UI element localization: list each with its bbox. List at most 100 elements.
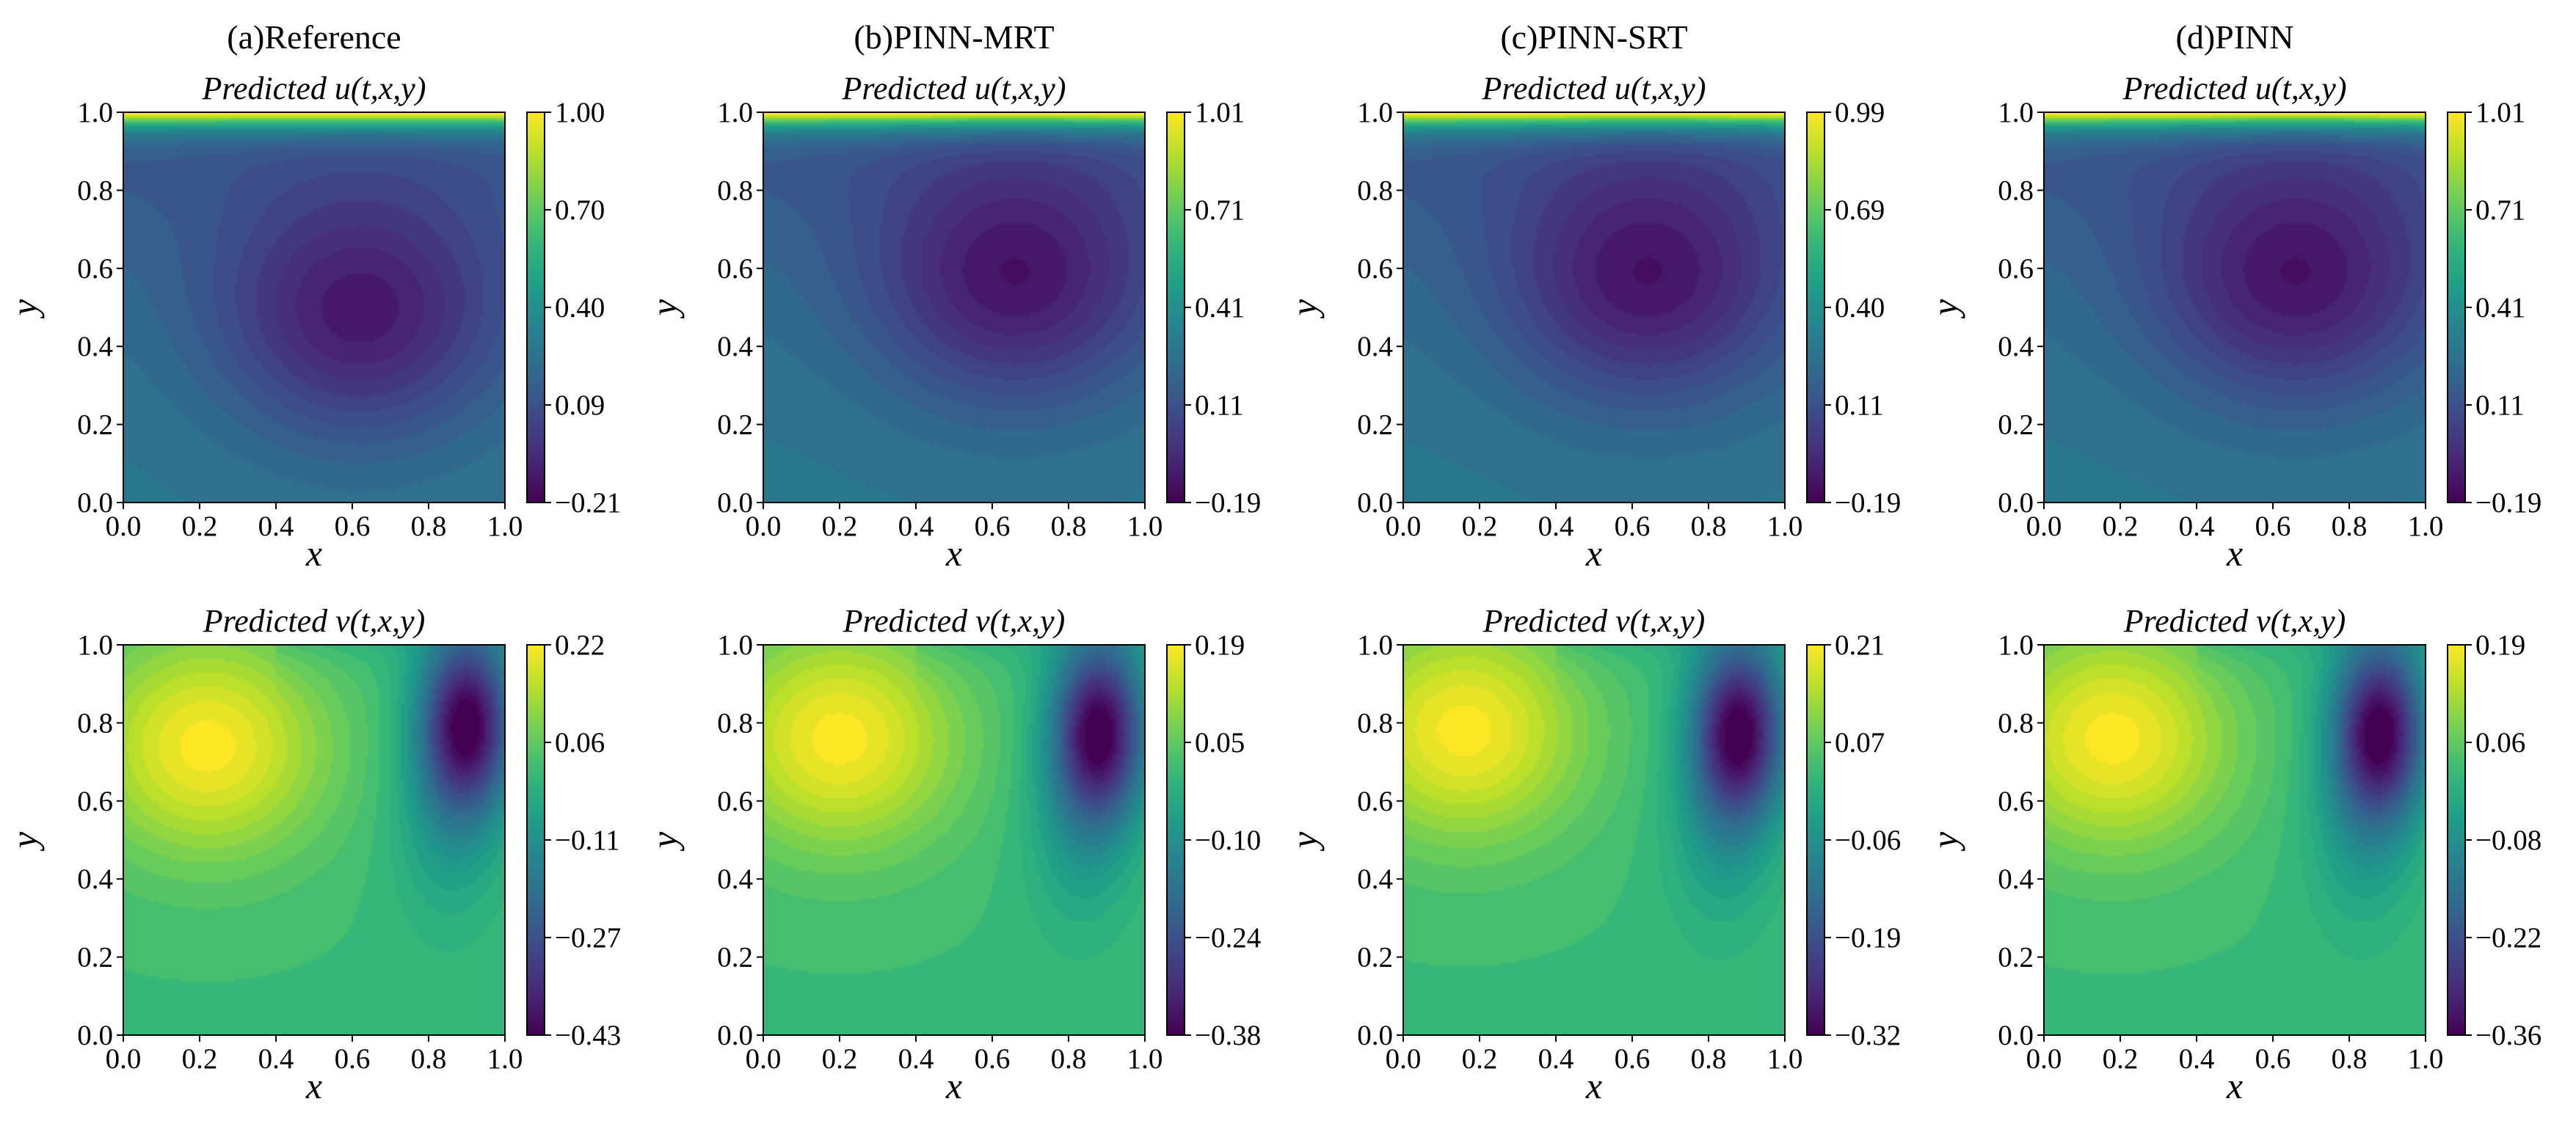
- colorbar-tick-label: 0.09: [555, 390, 605, 421]
- x-tick-label: 0.2: [2103, 1043, 2139, 1075]
- column-titles: (a)Reference (b)PINN-MRT (c)PINN-SRT (d)PIN…: [227, 18, 2293, 56]
- y-tick-label: 0.6: [717, 253, 753, 285]
- x-axis-label: x: [305, 533, 322, 574]
- x-tick-label: 1.0: [1767, 511, 1803, 542]
- y-tick-label: 0.8: [1998, 707, 2034, 739]
- colorbar-tick-label: −0.22: [2475, 922, 2542, 954]
- heatmap-image: [763, 645, 1145, 1035]
- colorbar-tick-label: −0.08: [2475, 825, 2542, 856]
- column-title: (d)PINN: [2176, 18, 2294, 56]
- x-tick-label: 0.8: [2332, 511, 2368, 542]
- y-tick-label: 1.0: [1998, 629, 2034, 661]
- colorbar-tick-label: −0.19: [1195, 487, 1261, 519]
- x-tick-label: 1.0: [1127, 511, 1163, 542]
- y-tick-label: 0.2: [1998, 942, 2034, 973]
- y-tick-label: 0.0: [1998, 1020, 2034, 1051]
- y-tick-label: 0.6: [77, 786, 113, 817]
- x-tick-label: 0.6: [335, 511, 371, 542]
- colorbar-tick-label: −0.27: [555, 922, 621, 954]
- y-tick-label: 0.4: [1998, 331, 2034, 362]
- x-tick-label: 1.0: [487, 1043, 523, 1075]
- x-tick-label: 0.2: [1462, 1043, 1498, 1075]
- panel-title: Predicted u(t,x,y): [2122, 70, 2347, 106]
- heatmap-panel: Predicted u(t,x,y) 0.0 0.2 0.4 0.6 0.8 1.0 0.0 0…: [4, 70, 621, 574]
- panel-title: Predicted u(t,x,y): [842, 70, 1066, 106]
- colorbar: [2447, 112, 2466, 503]
- colorbar-tick-label: −0.10: [1195, 825, 1261, 856]
- heatmap-panel: Predicted v(t,x,y) 0.0 0.2 0.4 0.6 0.8 1.0 0.0 0…: [644, 603, 1261, 1106]
- plot-frame: [1402, 112, 1786, 503]
- x-tick-label: 0.8: [1691, 511, 1727, 542]
- x-tick-label: 0.8: [2332, 1043, 2368, 1075]
- colorbar-tick-label: −0.06: [1835, 825, 1901, 856]
- y-tick-label: 0.4: [77, 331, 113, 362]
- heatmap-panel: Predicted v(t,x,y) 0.0 0.2 0.4 0.6 0.8 1.0 0.0 0…: [1924, 603, 2542, 1106]
- y-tick-label: 0.0: [717, 487, 753, 519]
- plot-frame: [763, 112, 1146, 503]
- colorbar-tick-label: 0.69: [1835, 194, 1885, 226]
- panel-title: Predicted v(t,x,y): [1482, 603, 1706, 639]
- x-axis-label: x: [2226, 1065, 2243, 1106]
- x-axis-label: x: [1585, 1065, 1602, 1106]
- colorbar: [526, 644, 545, 1036]
- y-tick-label: 0.0: [1357, 1020, 1393, 1051]
- colorbar-tick-label: −0.38: [1195, 1020, 1261, 1051]
- y-tick-label: 0.8: [1998, 175, 2034, 206]
- colorbar-tick-label: 0.71: [1195, 194, 1245, 226]
- y-tick-label: 0.0: [717, 1020, 753, 1051]
- x-axis-label: x: [945, 1065, 962, 1106]
- heatmap-image: [123, 645, 505, 1035]
- x-tick-label: 1.0: [1127, 1043, 1163, 1075]
- colorbar-tick-label: −0.19: [1835, 922, 1901, 954]
- colorbar-tick-label: −0.11: [555, 825, 620, 856]
- y-axis-label: y: [4, 299, 45, 319]
- heatmap-image: [123, 112, 505, 503]
- colorbar-tick-label: 0.19: [1195, 629, 1245, 661]
- y-tick-label: 1.0: [77, 97, 113, 128]
- x-tick-label: 1.0: [2408, 1043, 2444, 1075]
- plot-frame: [763, 644, 1146, 1036]
- column-title: (a)Reference: [227, 18, 401, 56]
- plot-frame: [2043, 112, 2426, 503]
- colorbar-tick-label: 1.01: [1195, 97, 1245, 128]
- x-tick-label: 0.6: [1615, 1043, 1651, 1075]
- x-tick-label: 0.8: [1691, 1043, 1727, 1075]
- x-tick-label: 0.2: [822, 1043, 858, 1075]
- y-tick-label: 1.0: [1998, 97, 2034, 128]
- y-tick-label: 0.2: [77, 409, 113, 441]
- plot-frame: [1402, 644, 1786, 1036]
- y-tick-label: 0.6: [717, 786, 753, 817]
- colorbar-tick-label: −0.32: [1835, 1020, 1901, 1051]
- x-tick-label: 0.0: [746, 511, 782, 542]
- y-tick-label: 0.8: [77, 175, 113, 206]
- x-tick-label: 0.2: [822, 511, 858, 542]
- colorbar-tick-label: 0.11: [1835, 390, 1884, 421]
- y-tick-label: 0.8: [77, 707, 113, 739]
- y-axis-label: y: [1924, 299, 1965, 319]
- y-axis-label: y: [4, 831, 45, 852]
- x-tick-label: 0.2: [2103, 511, 2139, 542]
- y-tick-label: 0.4: [1357, 331, 1393, 362]
- plot-frame: [123, 112, 506, 503]
- y-tick-label: 1.0: [717, 629, 753, 661]
- colorbar-tick-label: 1.01: [2475, 97, 2525, 128]
- y-tick-label: 0.2: [717, 942, 753, 973]
- y-tick-label: 0.0: [1357, 487, 1393, 519]
- y-axis-label: y: [644, 831, 685, 852]
- y-tick-label: 0.0: [77, 487, 113, 519]
- y-tick-label: 0.2: [77, 942, 113, 973]
- y-tick-label: 0.8: [1357, 707, 1393, 739]
- x-tick-label: 0.0: [106, 1043, 142, 1075]
- x-tick-label: 0.6: [1615, 511, 1651, 542]
- x-tick-label: 0.6: [975, 1043, 1011, 1075]
- y-tick-label: 0.4: [1998, 863, 2034, 895]
- panel-title: Predicted v(t,x,y): [843, 603, 1066, 639]
- colorbar-tick-label: 0.06: [555, 727, 605, 759]
- x-tick-label: 0.8: [411, 511, 447, 542]
- x-axis-label: x: [1585, 533, 1602, 574]
- column-title: (c)PINN-SRT: [1500, 18, 1687, 56]
- x-tick-label: 0.2: [182, 1043, 218, 1075]
- panel-title: Predicted u(t,x,y): [1482, 70, 1706, 106]
- colorbar-tick-label: 0.05: [1195, 727, 1245, 759]
- y-tick-label: 0.4: [1357, 863, 1393, 895]
